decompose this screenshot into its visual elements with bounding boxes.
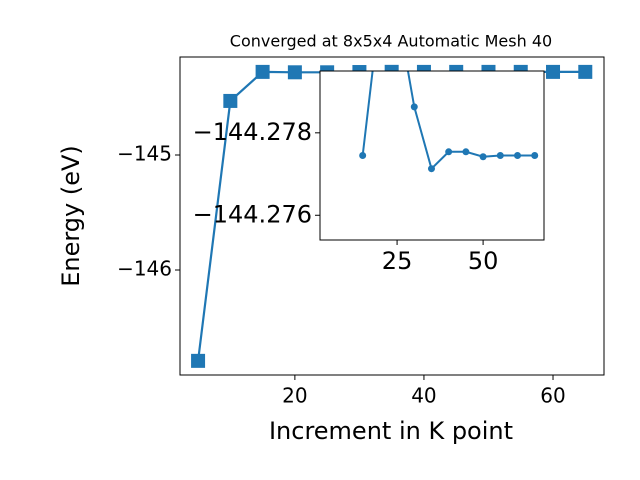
- x-tick-label: 50: [468, 247, 499, 275]
- data-point: [578, 64, 593, 79]
- data-point: [410, 103, 418, 111]
- y-tick-label: −146: [117, 256, 172, 280]
- plot-frame: [179, 56, 605, 376]
- data-point: [479, 153, 487, 161]
- data-point: [427, 165, 435, 173]
- data-point: [376, 6, 383, 13]
- data-point: [546, 64, 561, 79]
- y-tick-label: −144.278: [193, 118, 312, 146]
- plot-area: [359, 6, 539, 173]
- data-point: [445, 148, 453, 156]
- data-point: [359, 152, 367, 159]
- data-point: [191, 353, 206, 368]
- data-point: [514, 152, 522, 159]
- data-point: [462, 148, 470, 156]
- data-point: [496, 152, 504, 159]
- x-tick-label: 25: [382, 247, 413, 275]
- plot-frame: [319, 70, 545, 241]
- data-point: [394, 6, 401, 13]
- x-tick-label: 60: [540, 384, 565, 408]
- data-point: [223, 93, 238, 108]
- data-point: [287, 65, 302, 80]
- y-axis-label: Energy (eV): [57, 145, 85, 287]
- x-tick-label: 20: [282, 384, 307, 408]
- data-point: [255, 64, 270, 79]
- x-axis-label: Increment in K point: [269, 417, 513, 445]
- x-tick-label: 40: [411, 384, 436, 408]
- y-tick-label: −144.276: [193, 200, 312, 228]
- data-point: [531, 152, 539, 159]
- chart-title: Converged at 8x5x4 Automatic Mesh 40: [230, 32, 552, 51]
- y-tick-label: −145: [117, 141, 172, 165]
